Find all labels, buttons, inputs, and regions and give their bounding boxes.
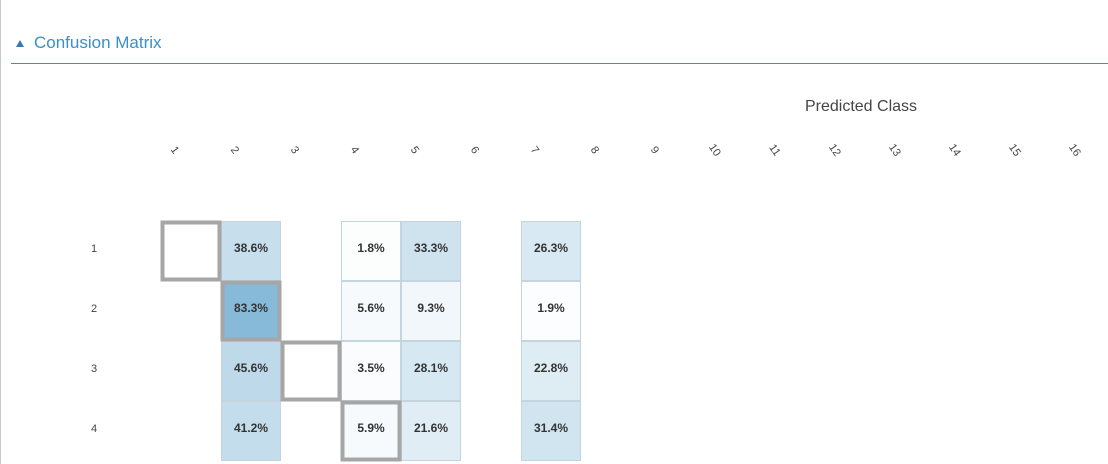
matrix-cell (341, 401, 401, 461)
x-tick-label: 12 (826, 142, 843, 159)
cell-value-label: 41.2% (234, 421, 268, 435)
x-tick-label: 9 (648, 144, 661, 156)
x-tick-label: 11 (766, 142, 782, 158)
cell-value-label: 3.5% (357, 361, 385, 375)
x-tick-label: 15 (1006, 142, 1023, 159)
matrix-cell (401, 281, 461, 341)
cell-value-label: 9.3% (417, 301, 445, 315)
x-tick-label: 3 (288, 144, 301, 156)
left-border (0, 0, 1, 464)
x-tick-label: 8 (588, 144, 601, 156)
y-tick-label: 3 (91, 363, 97, 375)
matrix-cell (401, 401, 461, 461)
x-tick-label: 7 (528, 144, 541, 156)
matrix-cell (221, 221, 281, 281)
x-tick-label: 14 (946, 142, 963, 159)
cell-value-label: 1.8% (357, 241, 385, 255)
triangle-collapse-icon[interactable] (16, 40, 24, 47)
cell-value-label: 5.6% (357, 301, 385, 315)
x-tick-label: 6 (468, 144, 481, 156)
y-tick-label: 4 (91, 423, 97, 435)
section-title: Confusion Matrix (34, 33, 162, 52)
section-divider (11, 63, 1108, 64)
cell-value-label: 33.3% (414, 241, 448, 255)
cell-value-label: 38.6% (234, 241, 268, 255)
matrix-cell (521, 281, 581, 341)
x-axis-title: Predicted Class (805, 98, 917, 115)
matrix-cell (521, 401, 581, 461)
x-tick-label: 16 (1066, 142, 1083, 159)
x-tick-label: 4 (348, 144, 361, 156)
x-tick-label: 2 (228, 144, 241, 156)
matrix-cell (401, 221, 461, 281)
confusion-matrix-header[interactable]: Confusion Matrix (16, 30, 162, 56)
diagonal-highlight (280, 340, 342, 402)
cell-value-label: 1.9% (537, 301, 565, 315)
cell-value-label: 22.8% (534, 361, 568, 375)
matrix-cell (341, 221, 401, 281)
cell-value-label: 83.3% (234, 301, 268, 315)
x-tick-label: 5 (408, 144, 421, 156)
y-tick-label: 1 (91, 243, 97, 255)
diagonal-highlight (340, 400, 402, 462)
matrix-cell (521, 221, 581, 281)
y-tick-label: 2 (91, 303, 97, 315)
matrix-cell (521, 341, 581, 401)
matrix-cell (401, 341, 461, 401)
matrix-cell (221, 401, 281, 461)
x-tick-label: 10 (706, 142, 723, 159)
cell-value-label: 26.3% (534, 241, 568, 255)
cell-value-label: 5.9% (357, 421, 385, 435)
cell-value-label: 21.6% (414, 421, 448, 435)
cell-value-label: 28.1% (414, 361, 448, 375)
cell-value-label: 45.6% (234, 361, 268, 375)
matrix-cell (341, 281, 401, 341)
cell-value-label: 31.4% (534, 421, 568, 435)
x-tick-label: 13 (886, 142, 903, 159)
diagonal-highlight (220, 280, 282, 342)
diagonal-highlight (160, 220, 222, 282)
x-tick-label: 1 (168, 144, 181, 156)
